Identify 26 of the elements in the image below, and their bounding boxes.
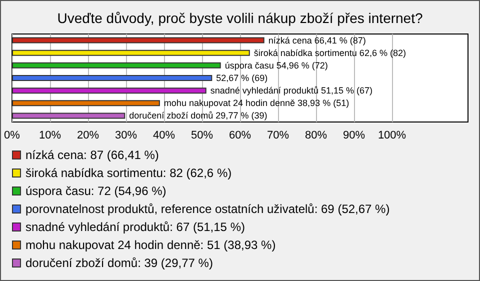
legend-label: doručení zboží domů: 39 (29,77 %) [26,256,213,270]
x-tick-label: 70% [266,130,290,142]
x-tick-label: 80% [304,130,328,142]
data-label: úspora času 54,96 % (72) [224,60,328,70]
x-tick-label: 50% [190,130,214,142]
legend-label: snadné vyhledání produktů: 67 (51,15 %) [26,220,245,234]
data-label: doručení zboží domů 29,77 % (39) [129,110,268,121]
x-tick-label: 90% [342,130,366,142]
data-label: 52,67 % (69) [216,73,268,83]
x-tick-label: 10% [38,130,62,142]
x-tick-label: 20% [76,130,100,142]
x-tick-label: 0% [4,130,20,142]
chart-title: Uveďte důvody, proč byste volili nákup zboží přes internet? [57,10,423,26]
legend-label: nízká cena: 87 (66,41 %) [26,148,159,162]
legend-label: široká nabídka sortimentu: 82 (62,6 %) [26,166,232,180]
data-label: široká nabídka sortimentu 62,6 % (82) [254,48,406,58]
legend-label: porovnatelnost produktů, reference ostatních uživatelů: 69 (52,67 %) [26,202,390,216]
x-tick-label: 40% [152,130,176,142]
x-tick-label: 100% [378,130,406,142]
x-tick-label: 60% [228,130,252,142]
x-tick-label: 30% [114,130,138,142]
data-label: nízká cena 66,41 % (87) [268,35,366,46]
data-label: snadné vyhledání produktů 51,15 % (67) [210,86,372,96]
legend-label: úspora času: 72 (54,96 %) [26,184,166,198]
legend-label: mohu nakupovat 24 hodin denně: 51 (38,93 %) [26,238,276,252]
data-label: mohu nakupovat 24 hodin denně 38,93 % (51) [164,98,350,108]
